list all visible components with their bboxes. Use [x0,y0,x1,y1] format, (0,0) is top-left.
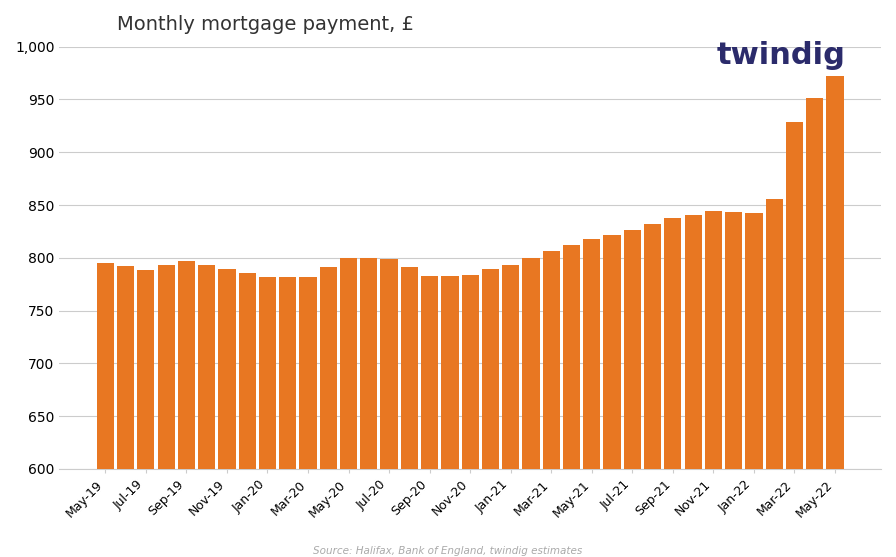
Bar [97,263,114,557]
Bar [786,121,803,557]
Bar [583,239,600,557]
Bar [624,231,641,557]
Bar [806,99,823,557]
Bar [705,211,722,557]
Bar [765,199,783,557]
Bar [421,276,438,557]
Bar [238,272,256,557]
Bar [401,267,418,557]
Bar [280,277,297,557]
Bar [158,265,175,557]
Bar [340,258,358,557]
Bar [259,277,276,557]
Bar [644,224,661,557]
Bar [461,275,478,557]
Bar [117,266,134,557]
Bar [745,213,762,557]
Bar [563,245,580,557]
Bar [502,265,520,557]
Bar [360,258,377,557]
Text: Source: Halifax, Bank of England, twindig estimates: Source: Halifax, Bank of England, twindi… [314,546,582,556]
Bar [299,277,316,557]
Bar [725,212,742,557]
Bar [826,76,844,557]
Bar [219,270,236,557]
Text: Monthly mortgage payment, £: Monthly mortgage payment, £ [116,15,414,34]
Bar [198,265,215,557]
Bar [137,271,154,557]
Text: twindig: twindig [717,41,846,70]
Bar [603,234,621,557]
Bar [685,214,702,557]
Bar [664,218,682,557]
Bar [177,261,195,557]
Bar [543,251,560,557]
Bar [482,270,499,557]
Bar [320,267,337,557]
Bar [442,276,459,557]
Bar [522,258,539,557]
Bar [381,259,398,557]
